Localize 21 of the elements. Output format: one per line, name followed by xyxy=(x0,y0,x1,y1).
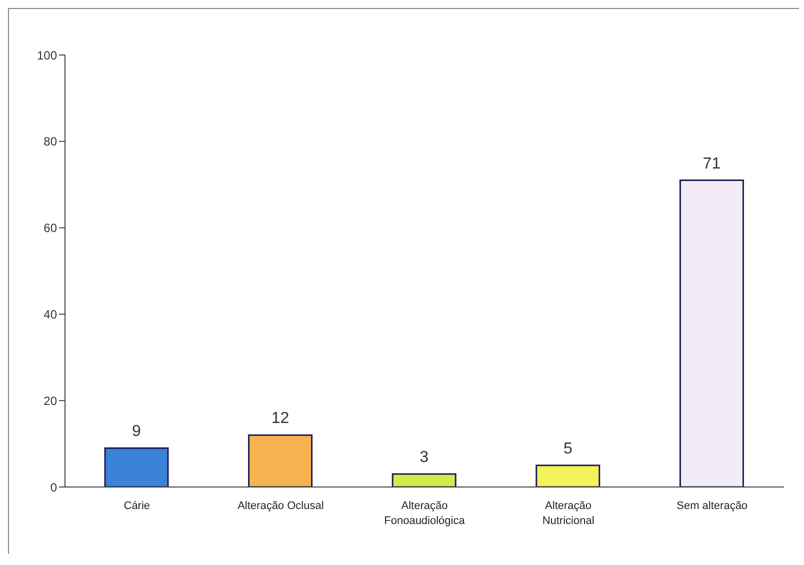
bar xyxy=(536,464,600,487)
y-tick-label: 20 xyxy=(44,394,58,408)
data-label: 12 xyxy=(271,410,290,428)
bar xyxy=(392,473,456,487)
data-label: 71 xyxy=(702,155,721,172)
y-tick-label: 80 xyxy=(44,134,58,149)
x-tick-label: Sem alteração xyxy=(676,500,748,512)
bar xyxy=(679,180,744,487)
x-tick-label: Alteração Oclusal xyxy=(238,500,324,512)
data-label: 5 xyxy=(563,440,572,458)
bar xyxy=(104,447,169,487)
y-tick-label: 0 xyxy=(50,480,58,494)
bar xyxy=(248,434,313,487)
x-tick-label: Cárie xyxy=(124,500,150,512)
y-tick-label: 100 xyxy=(36,48,58,62)
y-tick-label: 60 xyxy=(44,221,58,236)
y-tick-label: 40 xyxy=(44,307,58,322)
data-label: 9 xyxy=(132,423,142,440)
x-tick-label: Alteração Fonoaudiológica xyxy=(384,500,466,527)
x-tick-label: Alteração Nutricional xyxy=(542,500,594,527)
data-label: 3 xyxy=(420,449,429,466)
